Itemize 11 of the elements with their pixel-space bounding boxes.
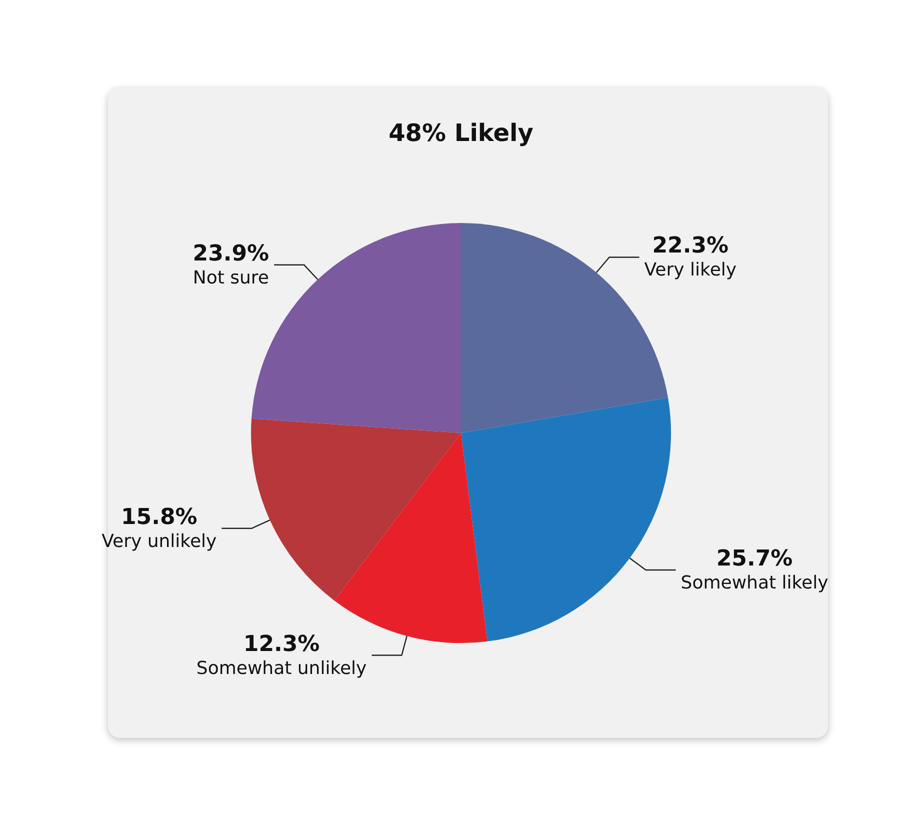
data-label: 15.8% xyxy=(120,504,198,530)
slice-label: Somewhat likely xyxy=(680,572,829,594)
data-label: 12.3% xyxy=(243,632,320,657)
slice-label: Not sure xyxy=(192,267,269,288)
data-label: 22.3% xyxy=(652,234,729,259)
data-label: 25.7% xyxy=(716,546,793,572)
slice-label: Very unlikely xyxy=(102,530,218,552)
slice-label: Somewhat unlikely xyxy=(196,658,368,679)
chart-title: 48% Likely xyxy=(388,119,534,147)
data-label: 23.9% xyxy=(192,241,270,266)
slice-label: Very likely xyxy=(644,260,737,281)
